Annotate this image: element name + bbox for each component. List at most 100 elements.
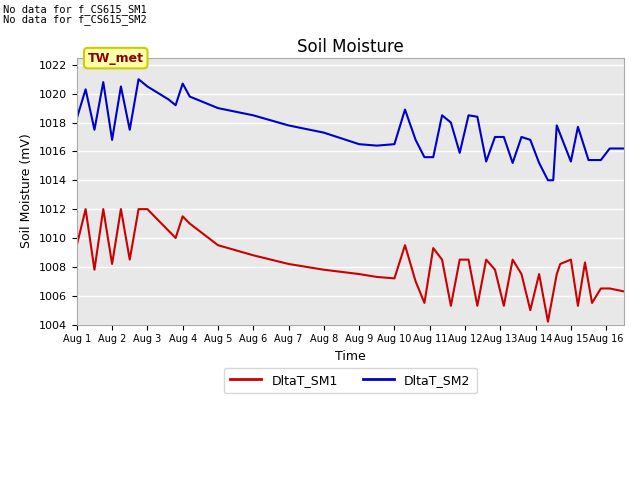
DltaT_SM1 — [117, 206, 125, 212]
DltaT_SM1 — [401, 242, 409, 248]
Y-axis label: Soil Moisture (mV): Soil Moisture (mV) — [20, 134, 33, 249]
DltaT_SM2 — [474, 114, 481, 120]
DltaT_SM2 — [420, 154, 428, 160]
DltaT_SM1 — [556, 261, 564, 267]
DltaT_SM1 — [320, 267, 328, 273]
DltaT_SM2 — [108, 137, 116, 143]
DltaT_SM1 — [474, 303, 481, 309]
Text: No data for f_CS615_SM1: No data for f_CS615_SM1 — [3, 4, 147, 15]
DltaT_SM2 — [250, 112, 257, 118]
DltaT_SM2 — [574, 124, 582, 130]
DltaT_SM2 — [214, 105, 222, 111]
DltaT_SM2 — [527, 137, 534, 143]
DltaT_SM2 — [465, 112, 472, 118]
DltaT_SM1 — [456, 257, 463, 263]
DltaT_SM1 — [186, 221, 193, 227]
DltaT_SM2 — [491, 134, 499, 140]
DltaT_SM1 — [172, 235, 179, 241]
DltaT_SM1 — [214, 242, 222, 248]
DltaT_SM1 — [126, 257, 134, 263]
DltaT_SM1 — [527, 307, 534, 313]
DltaT_SM2 — [620, 145, 628, 151]
DltaT_SM1 — [164, 228, 172, 234]
DltaT_SM1 — [373, 274, 381, 280]
DltaT_SM1 — [483, 257, 490, 263]
DltaT_SM1 — [518, 271, 525, 277]
DltaT_SM1 — [82, 206, 90, 212]
Line: DltaT_SM2: DltaT_SM2 — [77, 79, 624, 180]
DltaT_SM1 — [285, 261, 292, 267]
DltaT_SM1 — [134, 206, 142, 212]
DltaT_SM2 — [390, 141, 398, 147]
DltaT_SM1 — [535, 271, 543, 277]
DltaT_SM1 — [412, 278, 419, 284]
DltaT_SM1 — [500, 303, 508, 309]
DltaT_SM2 — [134, 76, 142, 82]
DltaT_SM1 — [91, 267, 99, 273]
DltaT_SM2 — [82, 86, 90, 92]
DltaT_SM2 — [518, 134, 525, 140]
DltaT_SM2 — [483, 158, 490, 164]
DltaT_SM2 — [544, 178, 552, 183]
DltaT_SM2 — [126, 127, 134, 132]
DltaT_SM1 — [574, 303, 582, 309]
DltaT_SM2 — [355, 141, 363, 147]
DltaT_SM2 — [412, 137, 419, 143]
Title: Soil Moisture: Soil Moisture — [297, 38, 404, 56]
DltaT_SM2 — [509, 160, 516, 166]
DltaT_SM2 — [597, 157, 605, 163]
DltaT_SM2 — [186, 94, 193, 99]
Legend: DltaT_SM1, DltaT_SM2: DltaT_SM1, DltaT_SM2 — [224, 368, 477, 393]
DltaT_SM2 — [606, 145, 614, 151]
DltaT_SM2 — [535, 160, 543, 166]
DltaT_SM1 — [544, 319, 552, 324]
DltaT_SM1 — [553, 271, 561, 277]
DltaT_SM1 — [567, 257, 575, 263]
DltaT_SM2 — [429, 154, 437, 160]
DltaT_SM1 — [157, 221, 165, 227]
DltaT_SM2 — [143, 84, 151, 89]
DltaT_SM2 — [73, 115, 81, 121]
Text: No data for f_CS615_SM2: No data for f_CS615_SM2 — [3, 13, 147, 24]
DltaT_SM1 — [606, 286, 614, 291]
DltaT_SM2 — [91, 127, 99, 132]
DltaT_SM2 — [373, 143, 381, 148]
DltaT_SM2 — [401, 107, 409, 112]
DltaT_SM2 — [500, 134, 508, 140]
DltaT_SM2 — [447, 120, 455, 125]
DltaT_SM2 — [157, 92, 165, 98]
X-axis label: Time: Time — [335, 350, 365, 363]
DltaT_SM2 — [99, 79, 107, 85]
DltaT_SM2 — [285, 122, 292, 128]
DltaT_SM2 — [320, 130, 328, 135]
DltaT_SM2 — [553, 122, 561, 128]
DltaT_SM2 — [150, 88, 158, 94]
DltaT_SM1 — [250, 252, 257, 258]
Line: DltaT_SM1: DltaT_SM1 — [77, 209, 624, 322]
DltaT_SM1 — [491, 267, 499, 273]
DltaT_SM1 — [447, 303, 455, 309]
DltaT_SM1 — [99, 206, 107, 212]
DltaT_SM1 — [429, 245, 437, 251]
DltaT_SM1 — [420, 300, 428, 306]
DltaT_SM1 — [108, 261, 116, 267]
DltaT_SM2 — [438, 112, 446, 118]
DltaT_SM1 — [581, 260, 589, 265]
DltaT_SM1 — [597, 286, 605, 291]
DltaT_SM2 — [456, 150, 463, 156]
DltaT_SM1 — [73, 242, 81, 248]
DltaT_SM1 — [355, 271, 363, 277]
DltaT_SM1 — [143, 206, 151, 212]
DltaT_SM1 — [588, 300, 596, 306]
DltaT_SM1 — [620, 288, 628, 294]
DltaT_SM2 — [164, 96, 172, 102]
DltaT_SM2 — [567, 158, 575, 164]
DltaT_SM2 — [585, 157, 593, 163]
DltaT_SM1 — [179, 214, 186, 219]
DltaT_SM1 — [438, 257, 446, 263]
DltaT_SM1 — [390, 276, 398, 281]
Text: TW_met: TW_met — [88, 52, 144, 65]
DltaT_SM1 — [465, 257, 472, 263]
DltaT_SM1 — [150, 214, 158, 219]
DltaT_SM2 — [117, 84, 125, 89]
